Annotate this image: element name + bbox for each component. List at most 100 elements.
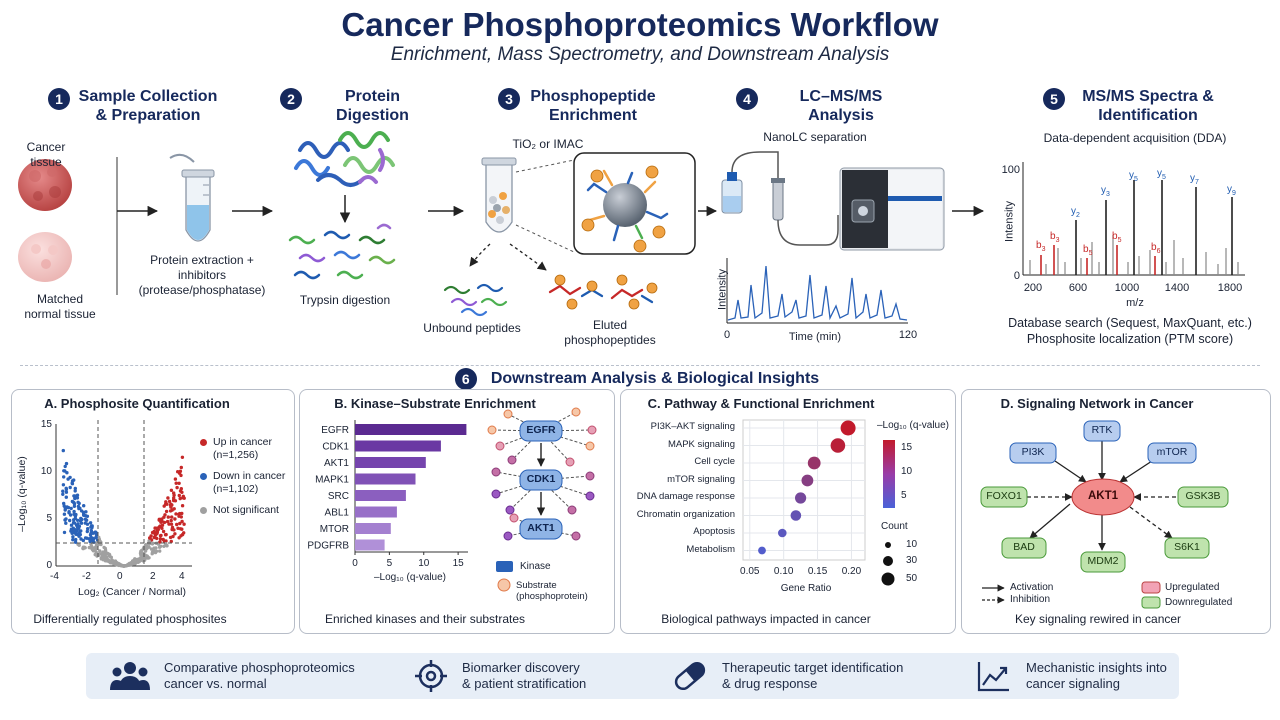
node-foxo1: FOXO1: [986, 490, 1022, 502]
ion-label: b5: [1112, 231, 1121, 244]
volcano-point: [96, 542, 101, 547]
volcano-point: [173, 532, 177, 536]
volcano-point: [64, 490, 69, 494]
node-egfr: EGFR: [526, 424, 556, 436]
volcano-point: [178, 496, 182, 501]
volcano-point: [85, 529, 90, 534]
volcano-point: [74, 530, 78, 534]
volcano-point: [152, 548, 156, 552]
volcano-point: [70, 531, 74, 535]
chromatogram-chart: [726, 258, 908, 324]
panel-title: B. Kinase–Substrate Enrichment: [334, 396, 536, 411]
size-tick: 30: [906, 555, 918, 566]
pathway-dot: [807, 456, 821, 470]
volcano-point: [62, 512, 67, 516]
volcano-point: [170, 527, 174, 532]
panel-title: A. Phosphosite Quantification: [44, 396, 230, 411]
volcano-point: [61, 483, 66, 487]
kinase-label: AKT1: [324, 458, 349, 469]
volcano-point: [179, 534, 183, 538]
legend-count: (n=1,102): [213, 483, 259, 495]
volcano-point: [62, 475, 66, 479]
volcano-point: [64, 521, 68, 525]
volcano-point: [173, 517, 177, 521]
legend-down-swatch: [1141, 596, 1161, 609]
kinase-bar: [355, 457, 426, 468]
volcano-point: [169, 539, 173, 544]
volcano-point: [72, 500, 76, 505]
color-tick: 15: [901, 442, 913, 453]
chromatogram-x-tick: 0: [723, 329, 731, 341]
ion-index: 3: [1106, 191, 1110, 198]
insight-comparative: Comparative phosphoproteomics cancer vs. …: [110, 659, 355, 693]
volcano-point: [104, 555, 109, 559]
insight-text: cancer vs. normal: [164, 676, 267, 691]
workflow-graphics: [18, 131, 1245, 324]
volcano-point: [180, 519, 184, 524]
volcano-point: [101, 550, 105, 554]
insight-text: Therapeutic target identification: [722, 660, 904, 675]
legend-substrate-swatch: [497, 578, 511, 592]
pathway-dot-plot: 0.05 0.10 0.15 0.20: [740, 419, 895, 586]
node-gsk3b: GSK3B: [1185, 490, 1221, 502]
volcano-point: [170, 515, 174, 519]
volcano-point: [158, 537, 163, 541]
legend-dot: [200, 507, 207, 514]
panel-pathway-enrichment: C. Pathway & Functional Enrichment 0.05 0…: [620, 389, 956, 634]
volcano-point: [63, 464, 67, 469]
volcano-y-tick: 15: [40, 419, 52, 430]
extraction-label: Protein extraction + inhibitors (proteas…: [138, 253, 266, 297]
volcano-point: [182, 522, 186, 526]
node-bad-bg: [1001, 537, 1047, 559]
volcano-point: [78, 506, 82, 510]
volcano-point: [73, 486, 77, 491]
volcano-point: [98, 549, 102, 553]
x-tick-label: 0: [352, 558, 358, 569]
pathway-label: DNA damage response: [636, 491, 735, 502]
ion-label: y5: [1157, 168, 1166, 181]
volcano-point: [94, 546, 99, 551]
ion-letter: y: [1157, 168, 1162, 179]
step-title: Protein Digestion: [336, 88, 409, 124]
volcano-point: [172, 507, 176, 511]
node-mtor-bg: [1147, 442, 1197, 464]
volcano-point: [151, 541, 155, 545]
volcano-point: [61, 489, 65, 493]
volcano-point: [168, 509, 173, 513]
ion-label: y5: [1129, 170, 1138, 183]
ion-label: b6: [1151, 242, 1160, 255]
volcano-point: [65, 471, 69, 475]
kinase-label: ABL1: [325, 508, 350, 519]
color-legend-title: –Log₁₀ (q-value): [877, 420, 950, 431]
ion-label: y7: [1190, 173, 1199, 186]
volcano-point: [103, 548, 108, 552]
legend-ns: Not significant: [200, 504, 292, 517]
volcano-point: [75, 493, 80, 497]
kinase-bar: [355, 473, 416, 485]
step-title: MS/MS Spectra & Identification: [1082, 88, 1214, 124]
size-legend-dot: [885, 542, 891, 548]
volcano-point: [138, 558, 142, 562]
volcano-y-tick: 0: [46, 560, 52, 571]
volcano-point: [105, 559, 110, 563]
ion-letter: y: [1129, 170, 1134, 181]
eluted-label: Eluted phosphopeptides: [564, 318, 656, 347]
node-mdm2: MDM2: [1087, 555, 1119, 567]
volcano-point: [139, 548, 144, 553]
legend-label: Not significant: [213, 504, 279, 516]
ion-letter: b: [1112, 231, 1118, 242]
pill-icon: [674, 661, 706, 691]
legend-activation: Activation: [1010, 582, 1054, 593]
kinase-bar: [355, 490, 406, 501]
legend-substrate: Substrate (phosphoprotein): [516, 580, 588, 602]
volcano-point: [148, 536, 152, 540]
pathway-dot: [840, 420, 856, 436]
solvent-bottle-icon: [721, 172, 743, 214]
pathway-label: mTOR signaling: [667, 473, 735, 485]
volcano-point: [150, 552, 154, 556]
step-5-header: 5 MS/MS Spectra & Identification: [1043, 87, 1223, 125]
panel-volcano: A. Phosphosite Quantification 15 10 5 0 …: [11, 389, 295, 634]
ion-index: 5: [1117, 237, 1122, 244]
volcano-point: [99, 556, 103, 560]
volcano-point: [72, 478, 76, 482]
